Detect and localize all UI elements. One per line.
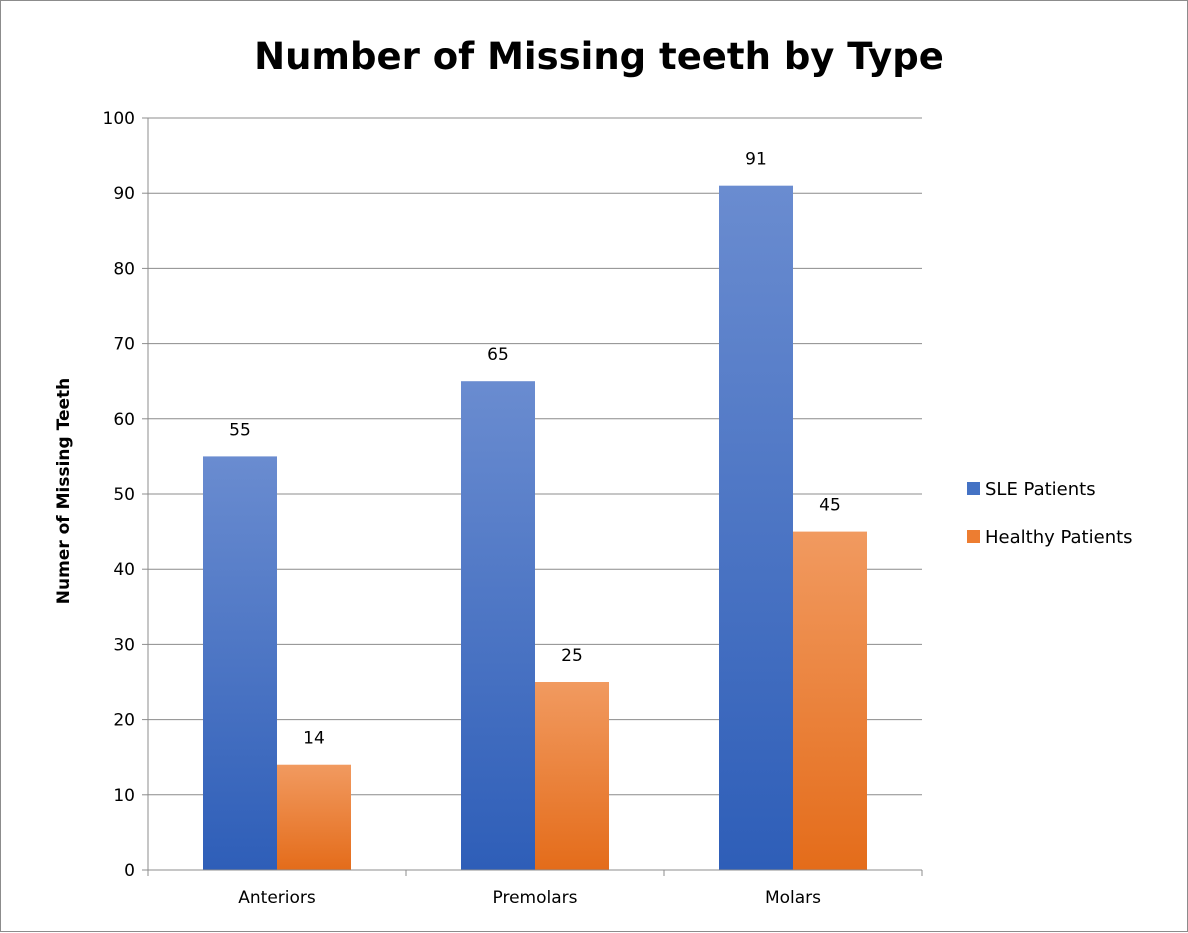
y-tick-label: 0 bbox=[124, 861, 135, 881]
data-labels: 55 14 65 25 91 45 bbox=[229, 150, 841, 749]
data-label: 45 bbox=[819, 496, 841, 516]
legend: SLE Patients Healthy Patients bbox=[967, 479, 1133, 548]
bar-sle-patients-anteriors bbox=[203, 456, 277, 870]
legend-swatch bbox=[967, 482, 980, 495]
data-label: 65 bbox=[487, 345, 509, 365]
bar-sle-patients-premolars bbox=[461, 381, 535, 870]
legend-swatch bbox=[967, 530, 980, 543]
bars bbox=[203, 185, 867, 870]
legend-label: Healthy Patients bbox=[985, 527, 1133, 548]
x-tick-label: Molars bbox=[765, 888, 821, 908]
bar-healthy-patients-molars bbox=[793, 531, 867, 870]
bar-healthy-patients-anteriors bbox=[277, 764, 351, 870]
y-tick-label: 100 bbox=[103, 109, 135, 129]
y-tick-label: 40 bbox=[113, 560, 135, 580]
x-tick-label: Premolars bbox=[493, 888, 578, 908]
data-label: 14 bbox=[303, 729, 325, 749]
x-axis: Anteriors Premolars Molars bbox=[147, 869, 923, 908]
y-tick-label: 20 bbox=[113, 711, 135, 731]
y-axis-title: Numer of Missing Teeth bbox=[54, 378, 74, 605]
data-label: 91 bbox=[745, 150, 767, 170]
y-tick-label: 90 bbox=[113, 184, 135, 204]
legend-label: SLE Patients bbox=[985, 479, 1096, 500]
y-tick-label: 80 bbox=[113, 259, 135, 279]
x-tick-label: Anteriors bbox=[238, 888, 316, 908]
y-tick-label: 50 bbox=[113, 485, 135, 505]
data-label: 25 bbox=[561, 646, 583, 666]
chart-title: Number of Missing teeth by Type bbox=[254, 35, 944, 78]
y-tick-label: 30 bbox=[113, 635, 135, 655]
data-label: 55 bbox=[229, 420, 251, 440]
bar-sle-patients-molars bbox=[719, 185, 793, 870]
y-tick-label: 70 bbox=[113, 335, 135, 355]
y-tick-label: 60 bbox=[113, 410, 135, 430]
y-tick-label: 10 bbox=[113, 786, 135, 806]
y-axis-ticks: 0 10 20 30 40 50 60 70 80 90 100 bbox=[103, 109, 149, 881]
bar-healthy-patients-premolars bbox=[535, 682, 609, 870]
